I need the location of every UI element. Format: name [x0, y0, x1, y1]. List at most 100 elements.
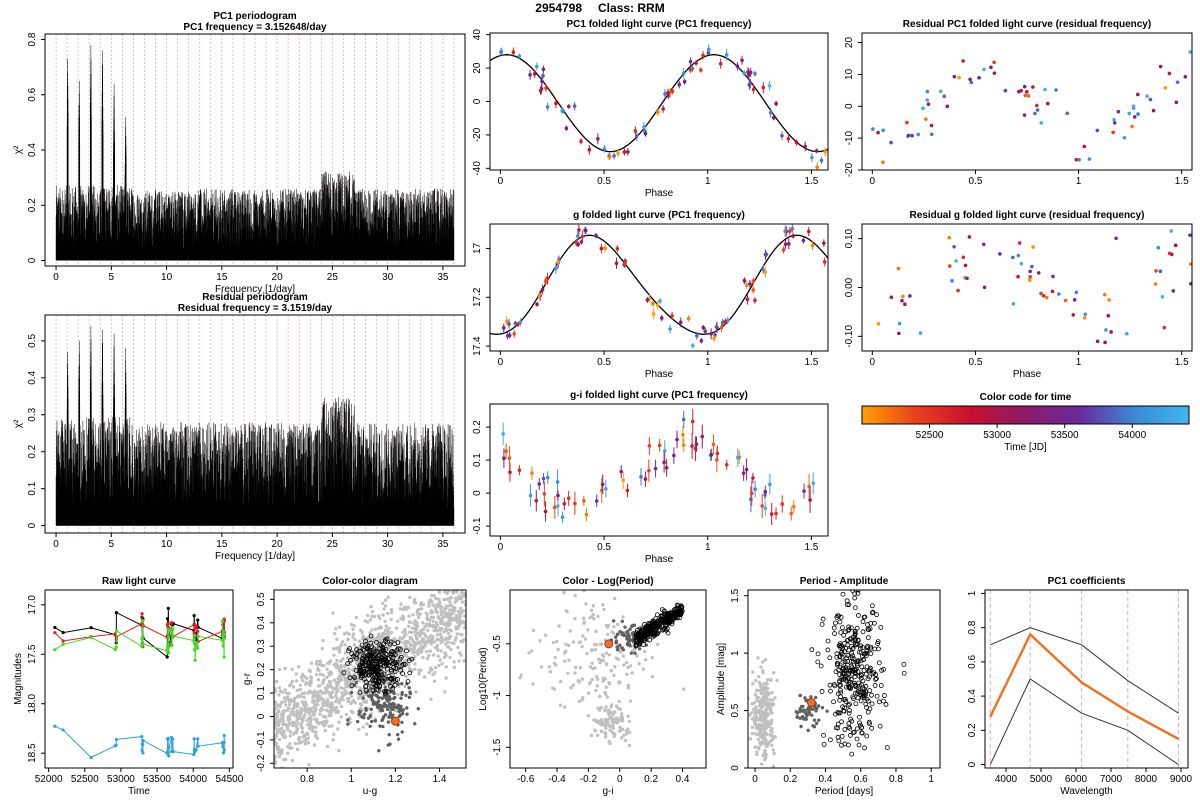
class-member-point [664, 622, 670, 628]
data-point [769, 512, 774, 516]
background-point [755, 695, 759, 699]
target-star-marker [806, 698, 816, 708]
background-point [405, 640, 410, 645]
background-point [592, 642, 597, 647]
background-point [455, 632, 459, 636]
background-point [274, 714, 278, 718]
class-member-point [875, 639, 881, 645]
x-tick-label: 15 [216, 272, 228, 283]
background-point [316, 677, 321, 682]
background-point [303, 682, 308, 686]
light-curve-point [221, 745, 225, 749]
class-member-point [399, 663, 405, 668]
background-point [564, 642, 568, 646]
y-tick-label: 18.5 [27, 743, 38, 763]
light-curve-point [166, 606, 170, 610]
data-point [566, 104, 571, 109]
background-point [766, 706, 771, 710]
data-point [541, 73, 545, 78]
background-point [609, 704, 613, 709]
reference-point [388, 742, 392, 746]
data-point [711, 442, 716, 447]
class-member-point [849, 718, 855, 724]
background-point [443, 621, 447, 626]
data-point [742, 71, 746, 75]
background-point [626, 686, 631, 690]
data-point [686, 316, 691, 321]
class-member-point [652, 629, 658, 635]
background-point [351, 632, 356, 636]
background-point [278, 727, 282, 731]
background-point [775, 678, 779, 683]
background-point [345, 691, 349, 695]
background-point [627, 719, 632, 723]
background-point [307, 762, 311, 767]
background-point [763, 718, 768, 722]
chart-title: Color-color diagram [322, 576, 418, 587]
background-point [308, 669, 312, 673]
y-tick-label: -0.1 [256, 731, 267, 749]
background-point [292, 704, 297, 708]
reference-point [401, 708, 406, 712]
class-member-point [857, 714, 862, 720]
residual-pc1-folded-chart: Residual PC1 folded light curve (residua… [844, 19, 1193, 187]
class-member-point [846, 624, 852, 630]
data-point [681, 417, 686, 422]
background-point [770, 703, 774, 707]
background-point [413, 650, 418, 654]
data-point [517, 54, 522, 58]
data-point [745, 297, 750, 302]
background-point [419, 649, 424, 653]
data-point [655, 303, 660, 307]
data-point [615, 246, 620, 251]
reference-point [810, 713, 814, 717]
class-member-point [838, 630, 844, 635]
background-point [626, 665, 630, 670]
background-point [406, 605, 411, 610]
reference-point [614, 635, 618, 639]
y-axis-label: Log10(Period) [478, 647, 489, 710]
data-point [572, 104, 577, 108]
class-member-point [867, 626, 873, 632]
class-member-point [849, 650, 855, 656]
background-point [302, 733, 306, 737]
data-point [823, 150, 828, 154]
x-tick-label: 54000 [179, 774, 207, 785]
reference-point [625, 630, 629, 635]
background-point [407, 663, 411, 667]
x-tick-label: 52500 [916, 430, 944, 441]
background-point [334, 694, 338, 698]
reference-point [799, 724, 803, 729]
background-point [437, 590, 442, 594]
class-member-point [850, 730, 856, 736]
class-member-point [868, 644, 874, 650]
background-point [274, 742, 279, 746]
background-point [757, 709, 761, 713]
background-point [562, 590, 566, 595]
data-point [603, 246, 607, 251]
data-point [1026, 94, 1031, 98]
background-point [770, 698, 775, 702]
data-point [566, 496, 571, 501]
background-point [612, 625, 616, 629]
background-point [434, 623, 439, 627]
background-point [594, 674, 599, 679]
y-tick-label: -0.1 [472, 517, 483, 535]
background-point [404, 674, 408, 679]
data-point [714, 325, 719, 329]
background-point [423, 624, 427, 629]
data-point [751, 87, 756, 92]
light-curve-point [89, 755, 93, 760]
light-curve-point [114, 737, 118, 742]
data-point [1160, 295, 1165, 299]
background-point [349, 709, 354, 714]
class-member-point [371, 646, 377, 652]
data-point [1188, 262, 1192, 266]
background-point [427, 618, 432, 622]
data-point [541, 67, 546, 72]
data-point [889, 295, 894, 300]
background-point [288, 746, 292, 750]
data-point [1039, 121, 1044, 125]
background-point [343, 651, 348, 655]
data-point [889, 140, 893, 145]
